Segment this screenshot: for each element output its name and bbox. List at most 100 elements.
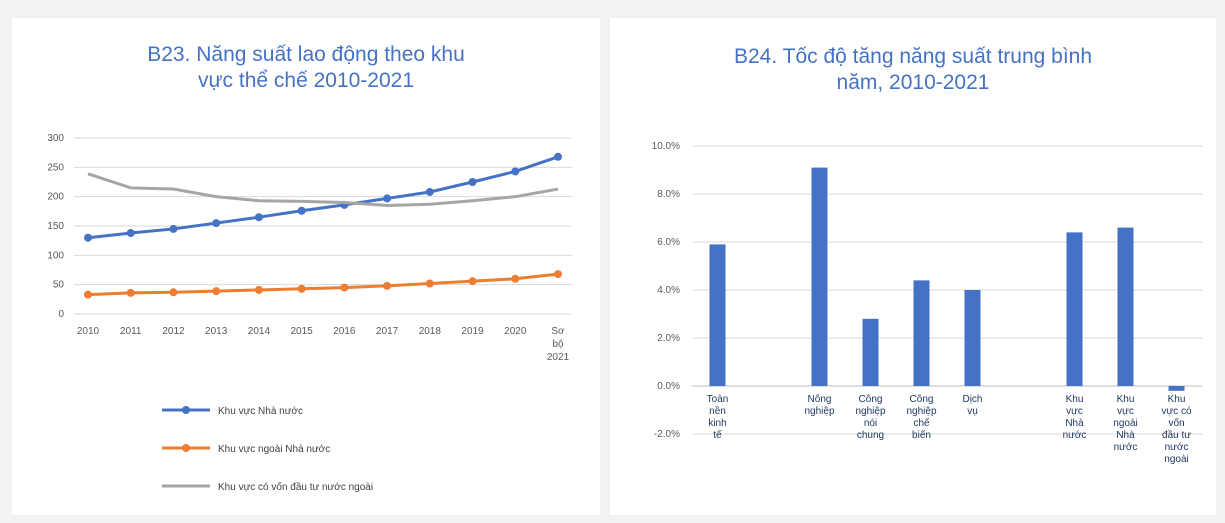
category-label-line: Nhà [1116,430,1135,441]
y-tick-label: 2.0% [657,333,680,344]
series-line [87,272,559,297]
x-tick-label: 2014 [248,326,271,337]
category-label: Toàn nền kinh tế [707,394,729,441]
data-point [126,229,135,238]
x-tick-line: 2011 [120,326,142,337]
bar [913,280,930,386]
category-label-line: Công [910,394,934,405]
legend-label: Khu vực có vốn đầu tư nước ngoài [218,481,373,493]
y-tick-label: 200 [47,192,64,203]
category-label-line: vực [1066,406,1083,417]
legend-label: Khu vực ngoài Nhà nước [218,444,330,455]
category-label-line: nghiệp [906,406,936,417]
legend-label: Khu vực Nhà nước [218,406,303,417]
bar [1168,386,1185,391]
data-point [212,287,221,296]
chart-title-line: B23. Năng suất lao động theo khu [147,43,465,66]
category-label-line: Công [859,394,883,405]
category-label: Công nghiệp chế biến [906,394,936,441]
category-label-line: ngoài [1164,454,1188,465]
legend-marker [182,444,190,452]
y-tick-label: 0.0% [657,381,680,392]
data-point [297,206,306,215]
category-label-line: Nhà [1065,418,1084,429]
x-tick-label: 2020 [504,326,527,337]
bar [1117,227,1134,386]
y-tick-label: 50 [53,280,65,291]
category-label-line: biến [912,429,931,441]
chart-panel-b23: B23. Năng suất lao động theo khu vực thể… [12,18,600,515]
category-label-line: Khu [1066,394,1084,405]
data-point [169,288,178,297]
data-point [468,277,477,286]
data-point [297,284,306,293]
data-point [511,274,520,283]
category-label: Công nghiệp nói chung [855,394,885,441]
x-tick-label: 2011 [120,326,142,337]
y-tick-label: 150 [47,221,64,232]
category-label-line: vực [1117,406,1134,417]
category-label-line: Dịch [962,394,982,405]
data-point [511,167,520,176]
x-tick-label: 2019 [461,326,484,337]
data-point [84,290,92,299]
category-label-line: nước [1114,442,1138,453]
y-tick-label: 100 [47,250,64,261]
category-label-line: nói [864,418,877,429]
x-tick-line: 2012 [162,326,185,337]
x-tick-label: 2017 [376,326,399,337]
y-tick-label: 8.0% [657,189,680,200]
category-label-line: kinh [708,418,726,429]
category-label-line: nền [709,405,726,417]
data-point [425,187,434,196]
bar [811,167,828,386]
x-tick-label: 2016 [333,326,356,337]
category-label-line: vực có [1161,406,1191,417]
x-tick-line: 2021 [547,352,570,363]
x-tick-line: 2020 [504,326,527,337]
category-label-line: đầu tư [1162,429,1191,441]
x-tick-line: 2010 [77,326,100,337]
category-label-line: nghiệp [855,406,885,417]
y-tick-label: 0 [58,309,64,320]
data-point [554,270,562,279]
category-label-line: nước [1063,430,1087,441]
category-label-line: ngoài [1113,418,1137,429]
x-tick-line: 2017 [376,326,399,337]
category-label-line: vụ [967,406,978,417]
chart-title-line: B24. Tốc độ tăng năng suất trung bình [733,45,1093,68]
y-tick-label: 6.0% [657,237,680,248]
category-label-line: tế [713,429,722,441]
data-point [340,283,349,292]
data-point [254,285,263,294]
category-label-line: chế [913,417,930,429]
data-point [254,213,263,222]
bar [1066,232,1083,386]
category-label-line: Khu [1168,394,1186,405]
series-line [87,172,559,207]
series-line [87,155,559,240]
bar-chart-b24: -2.0% 0.0% 2.0% 4.0% 6.0% 8.0% 10.0% Toàn nền kin… [652,141,1202,465]
chart-title-b24: B24. Tốc độ tăng năng suất trung bình nă… [610,44,1216,96]
category-label-line: nước [1165,442,1189,453]
x-tick-label: 2018 [419,326,442,337]
data-point [468,178,477,186]
x-tick-label: 2010 [77,326,100,337]
y-tick-label: 250 [47,162,64,173]
chart-title-line: năm, 2010-2021 [836,71,990,94]
category-label-line: Nông [808,394,832,405]
category-label-line: vốn [1168,417,1184,429]
bar [709,244,726,386]
x-tick-line: 2016 [333,326,356,337]
data-point [383,194,392,203]
legend-marker [182,406,190,414]
category-label-line: Khu [1117,394,1135,405]
y-tick-label: 10.0% [652,141,680,152]
x-tick-line: 2014 [248,326,271,337]
category-label-line: Toàn [707,394,729,405]
x-tick-line: 2015 [291,326,314,337]
category-label: Dịch vụ [962,394,982,417]
y-tick-label: -2.0% [654,429,680,440]
x-tick-label: 2012 [162,326,185,337]
line-chart-b23: 0 50 100 150 200 250 300 2010 2011 2012 2013 2014 20… [47,133,572,493]
